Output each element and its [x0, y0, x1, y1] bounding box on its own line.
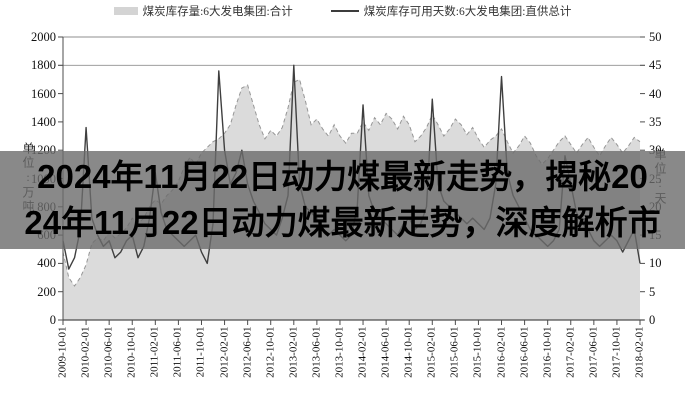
- x-axis-tick-2016-02-01: 2016-02-01: [495, 326, 508, 378]
- x-axis-tick-2011-02-01: 2011-02-01: [148, 326, 161, 378]
- left-axis-tick-1800: 1800: [31, 58, 56, 73]
- line-swatch-icon: [330, 10, 359, 12]
- right-axis-tick-5: 5: [649, 284, 656, 299]
- chart-legend: 煤炭库存量:6大发电集团:合计 煤炭库存可用天数:6大发电集团:直供总计: [0, 3, 685, 19]
- left-axis-tick-1400: 1400: [31, 114, 56, 129]
- x-axis-tick-2009-10-01: 2009-10-01: [56, 326, 69, 378]
- right-axis-tick-40: 40: [649, 86, 662, 101]
- x-axis-tick-2014-06-01: 2014-06-01: [379, 326, 392, 378]
- x-axis-tick-2014-02-01: 2014-02-01: [356, 326, 369, 378]
- x-axis-tick-2010-06-01: 2010-06-01: [102, 326, 115, 378]
- x-axis-tick-2012-02-01: 2012-02-01: [218, 326, 231, 378]
- x-axis-tick-2011-06-01: 2011-06-01: [171, 326, 184, 378]
- x-axis-tick-2011-10-01: 2011-10-01: [194, 326, 207, 378]
- left-axis-tick-0: 0: [49, 313, 56, 327]
- x-axis-tick-2016-06-01: 2016-06-01: [518, 326, 531, 378]
- right-axis-tick-35: 35: [649, 114, 662, 129]
- x-axis-tick-2015-06-01: 2015-06-01: [448, 326, 461, 378]
- x-axis-tick-2017-02-01: 2017-02-01: [564, 326, 577, 378]
- left-axis-tick-200: 200: [37, 284, 56, 299]
- right-axis-tick-45: 45: [649, 58, 662, 73]
- x-axis-tick-2015-10-01: 2015-10-01: [471, 326, 484, 378]
- x-axis-tick-2010-10-01: 2010-10-01: [125, 326, 138, 378]
- right-axis-tick-10: 10: [649, 256, 662, 271]
- x-axis-tick-2015-02-01: 2015-02-01: [425, 326, 438, 378]
- left-axis-tick-1600: 1600: [31, 86, 56, 101]
- headline-overlay-band: 2024年11月22日动力煤最新走势，揭秘20 24年11月22日动力煤最新走势…: [0, 151, 685, 249]
- legend-item-inventory: 煤炭库存量:6大发电集团:合计: [113, 3, 293, 19]
- x-axis-tick-2017-10-01: 2017-10-01: [610, 326, 623, 378]
- x-axis-tick-2013-02-01: 2013-02-01: [287, 326, 300, 378]
- x-axis-tick-2013-10-01: 2013-10-01: [333, 326, 346, 378]
- right-axis-tick-50: 50: [649, 30, 662, 44]
- legend-days-label: 煤炭库存可用天数:6大发电集团:直供总计: [363, 6, 572, 18]
- x-axis-tick-2010-02-01: 2010-02-01: [79, 326, 92, 378]
- x-axis-tick-2012-10-01: 2012-10-01: [264, 326, 277, 378]
- legend-item-days: 煤炭库存可用天数:6大发电集团:直供总计: [330, 3, 572, 19]
- left-axis-tick-400: 400: [37, 256, 56, 271]
- legend-inventory-label: 煤炭库存量:6大发电集团:合计: [142, 6, 293, 18]
- right-axis-tick-0: 0: [649, 313, 656, 327]
- x-axis-tick-2018-02-01: 2018-02-01: [633, 326, 646, 378]
- x-axis-tick-2014-10-01: 2014-10-01: [402, 326, 415, 378]
- left-axis-tick-2000: 2000: [31, 30, 56, 44]
- x-axis-tick-2016-10-01: 2016-10-01: [541, 326, 554, 378]
- x-axis-tick-2017-06-01: 2017-06-01: [587, 326, 600, 378]
- x-axis-tick-2012-06-01: 2012-06-01: [241, 326, 254, 378]
- area-swatch-icon: [113, 7, 138, 15]
- headline-line-1: 2024年11月22日动力煤最新走势，揭秘20: [37, 158, 648, 195]
- headline-line-2: 24年11月22日动力煤最新走势，深度解析市: [24, 204, 661, 241]
- x-axis-tick-2013-06-01: 2013-06-01: [310, 326, 323, 378]
